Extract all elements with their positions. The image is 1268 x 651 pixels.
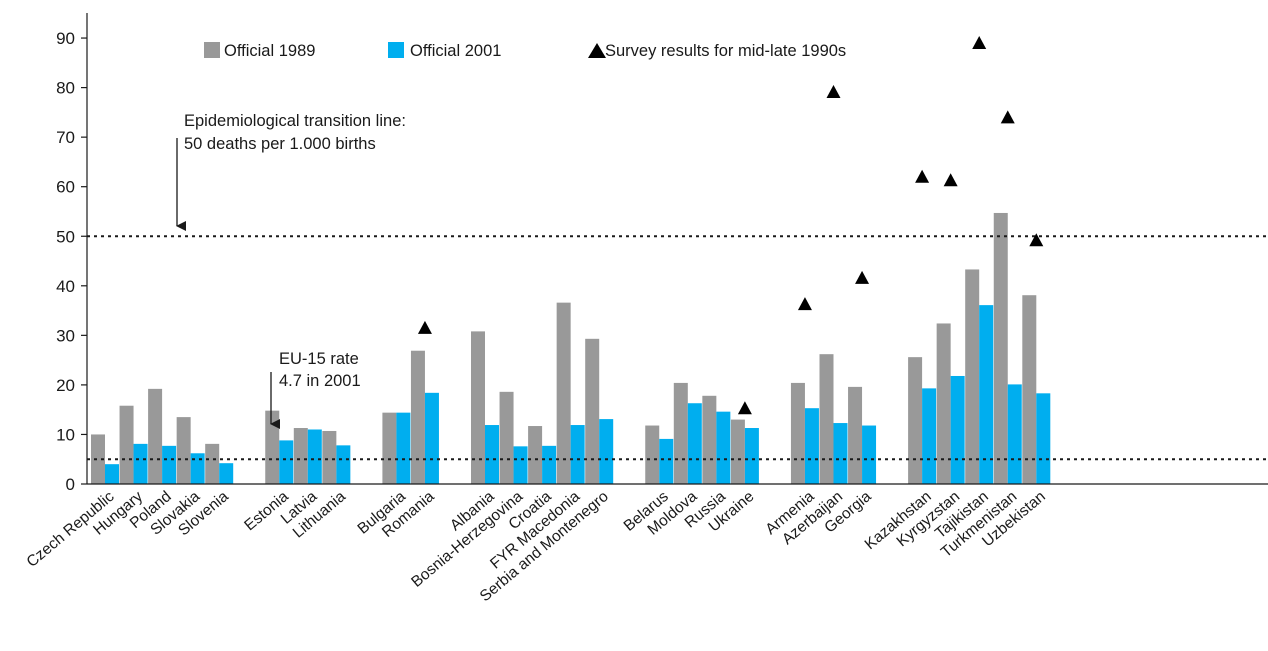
category-labels: Czech RepublicHungaryPolandSlovakiaSlove… (23, 488, 1048, 605)
bar-2001-romania (424, 392, 439, 484)
bar-2001-azerbaijan (833, 423, 848, 484)
annotations: Epidemiological transition line: 50 deat… (176, 112, 406, 429)
bar-1989-lithuania (322, 430, 337, 484)
bar-2001-ukraine (744, 428, 759, 484)
legend-label-survey: Survey results for mid-late 1990s (605, 42, 846, 60)
y-tick-label: 50 (56, 227, 75, 246)
bar-1989-estonia (265, 410, 280, 484)
survey-markers (417, 36, 1044, 415)
legend-swatch-official-1989 (204, 42, 220, 58)
y-tick-label: 70 (56, 128, 75, 147)
survey-marker-uzbekistan (1029, 233, 1044, 247)
y-tick-label: 90 (56, 29, 75, 48)
bar-1989-latvia (293, 428, 308, 484)
survey-marker-ukraine (737, 401, 752, 415)
bar-2001-latvia (307, 429, 322, 484)
bar-2001-albania (485, 425, 499, 484)
annotation-transition-line-2: 50 deaths per 1.000 births (184, 135, 376, 153)
bar-2001-fyr-macedonia (570, 425, 585, 484)
legend-label-official-2001: Official 2001 (410, 42, 501, 60)
bar-2001-uzbekistan (1036, 393, 1051, 484)
bar-2001-armenia (804, 408, 819, 484)
y-tick-label: 60 (56, 178, 75, 197)
survey-marker-tajikistan (972, 36, 987, 50)
bar-2001-kazakhstan (922, 388, 937, 484)
survey-marker-kazakhstan (915, 169, 930, 183)
bar-1989-bulgaria (382, 412, 397, 484)
bar-2001-bosnia-herzegovina (513, 446, 528, 484)
annotation-eu15-line-1: EU-15 rate (279, 350, 359, 368)
survey-marker-armenia (797, 297, 812, 311)
bar-1989-azerbaijan (819, 354, 834, 484)
bar-1989-moldova (673, 382, 688, 484)
bar-2001-hungary (133, 443, 148, 484)
legend-marker-survey (588, 43, 606, 58)
bar-1989-kyrgyzstan (936, 323, 951, 484)
survey-marker-georgia (855, 270, 870, 284)
y-tick-label: 80 (56, 79, 75, 98)
bar-2001-czech-republic (105, 464, 119, 484)
bar-1989-romania (410, 350, 425, 484)
bar-1989-poland (148, 388, 163, 484)
bar-1989-tajikistan (965, 269, 980, 484)
bar-2001-estonia (279, 440, 294, 484)
bar-1989-ukraine (730, 419, 745, 484)
bar-2001-serbia-and-montenegro (599, 419, 614, 484)
bar-1989-albania (471, 331, 485, 484)
bar-1989-uzbekistan (1022, 295, 1037, 484)
bar-1989-turkmenistan (993, 212, 1008, 485)
bar-1989-croatia (528, 426, 543, 484)
bar-2001-croatia (542, 445, 557, 484)
bar-1989-belarus (645, 425, 660, 484)
bar-1989-russia (702, 395, 717, 484)
bar-1989-georgia (848, 386, 863, 484)
bar-1989-bosnia-herzegovina (499, 391, 514, 484)
bar-1989-kazakhstan (908, 357, 923, 484)
bar-1989-czech-republic (91, 434, 105, 484)
y-tick-label: 20 (56, 376, 75, 395)
survey-marker-kyrgyzstan (943, 173, 958, 187)
bar-2001-kyrgyzstan (950, 375, 965, 484)
bar-1989-fyr-macedonia (556, 302, 571, 484)
reference-lines (87, 235, 1268, 461)
annotation-transition-line-1: Epidemiological transition line: (184, 112, 406, 130)
bar-1989-hungary (119, 405, 134, 484)
bar-2001-moldova (687, 403, 702, 484)
bar-2001-slovakia (190, 453, 205, 484)
y-tick-label: 30 (56, 326, 75, 345)
survey-marker-romania (417, 320, 432, 334)
bar-1989-slovenia (205, 443, 220, 484)
y-tick-label: 0 (66, 475, 75, 494)
legend-label-official-1989: Official 1989 (224, 42, 315, 60)
bar-2001-lithuania (336, 445, 351, 484)
bar-2001-georgia (862, 425, 877, 484)
y-tick-label: 40 (56, 277, 75, 296)
bar-2001-tajikistan (979, 305, 994, 484)
y-tick-label: 10 (56, 425, 75, 444)
survey-marker-azerbaijan (826, 85, 841, 99)
bar-1989-armenia (790, 382, 805, 484)
bar-2001-poland (162, 445, 177, 484)
bar-2001-belarus (659, 438, 674, 484)
bar-2001-turkmenistan (1007, 384, 1022, 484)
y-axis: 0 10 20 30 40 50 60 70 80 90 (56, 13, 88, 494)
bar-2001-slovenia (219, 463, 234, 484)
annotation-eu15-line-2: 4.7 in 2001 (279, 372, 361, 390)
bar-1989-serbia-and-montenegro (585, 338, 600, 484)
bar-1989-slovakia (176, 417, 191, 484)
bars-layer (91, 212, 1051, 485)
survey-marker-turkmenistan (1000, 110, 1015, 124)
bar-2001-russia (716, 411, 731, 484)
legend-swatch-official-2001 (388, 42, 404, 58)
legend: Official 1989 Official 2001 Survey resul… (204, 42, 846, 60)
bar-2001-bulgaria (396, 412, 411, 484)
